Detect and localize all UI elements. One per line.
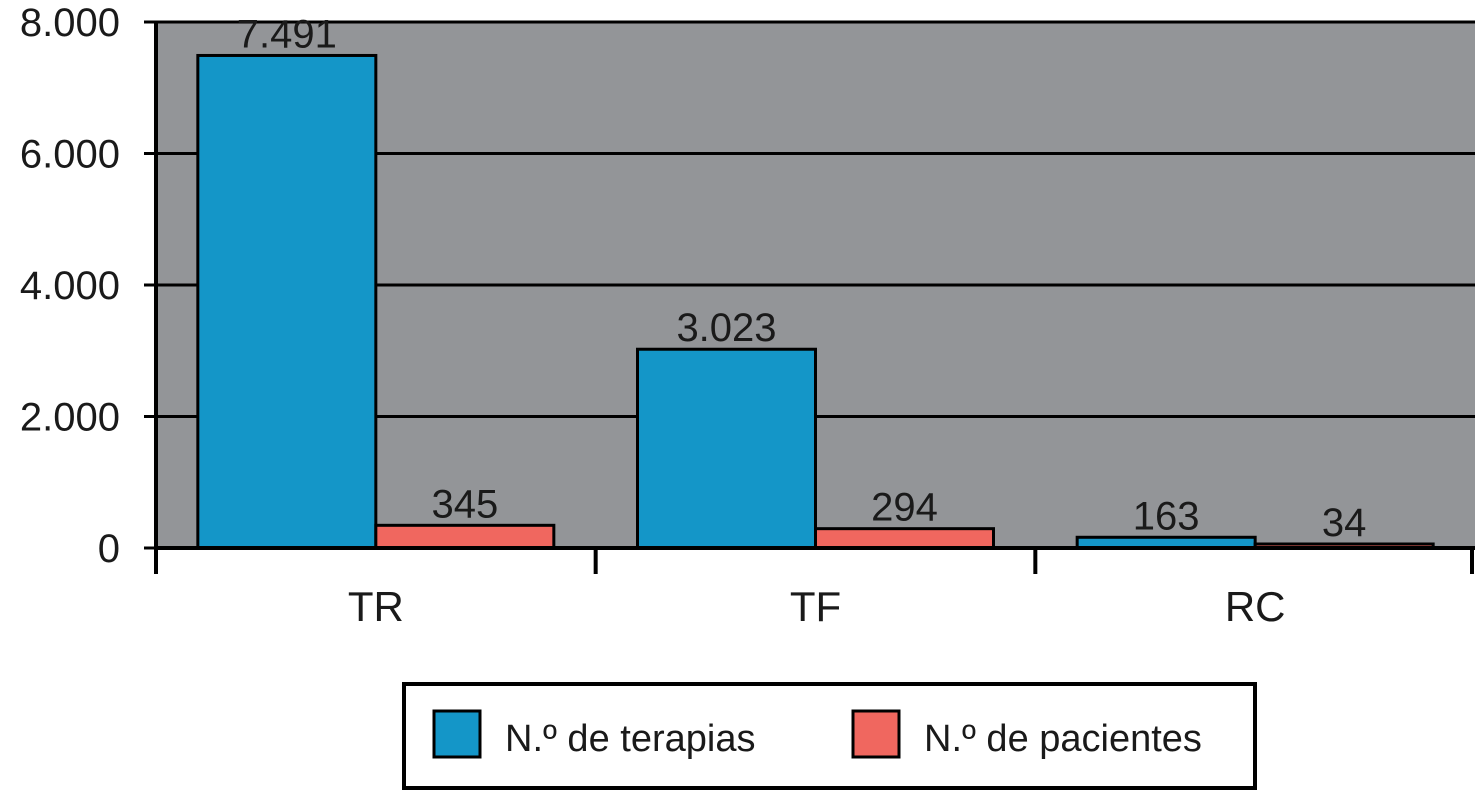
axes (144, 20, 1475, 574)
data-label: 163 (1133, 494, 1200, 538)
legend-label-pacientes: N.º de pacientes (924, 718, 1202, 760)
data-labels: 7.491 345 3.023 294 163 34 (237, 12, 1367, 545)
bar (636, 347, 817, 550)
y-tick-label: 0 (98, 527, 120, 571)
y-tick-label: 4.000 (20, 264, 120, 308)
legend: N.º de terapias N.º de pacientes (402, 682, 1257, 790)
data-label: 7.491 (237, 12, 337, 56)
bar (374, 523, 556, 550)
legend-box (402, 682, 1257, 790)
data-label: 345 (431, 482, 498, 526)
data-label: 3.023 (676, 306, 776, 350)
y-tick-label: 8.000 (20, 1, 120, 45)
y-axis-tick-labels: 0 2.000 4.000 6.000 8.000 (20, 1, 120, 571)
x-category-label: TR (348, 583, 404, 630)
x-axis-category-labels: TR TF RC (348, 583, 1286, 630)
legend-swatch-terapias (432, 709, 482, 759)
bar (814, 527, 995, 550)
legend-swatch-pacientes (851, 709, 901, 759)
y-tick-label: 2.000 (20, 396, 120, 440)
data-label: 294 (871, 486, 938, 530)
data-label: 34 (1322, 501, 1367, 545)
y-tick-label: 6.000 (20, 133, 120, 177)
x-category-label: RC (1225, 583, 1286, 630)
legend-label-terapias: N.º de terapias (505, 718, 755, 760)
bar (196, 53, 378, 550)
x-category-label: TF (790, 583, 841, 630)
